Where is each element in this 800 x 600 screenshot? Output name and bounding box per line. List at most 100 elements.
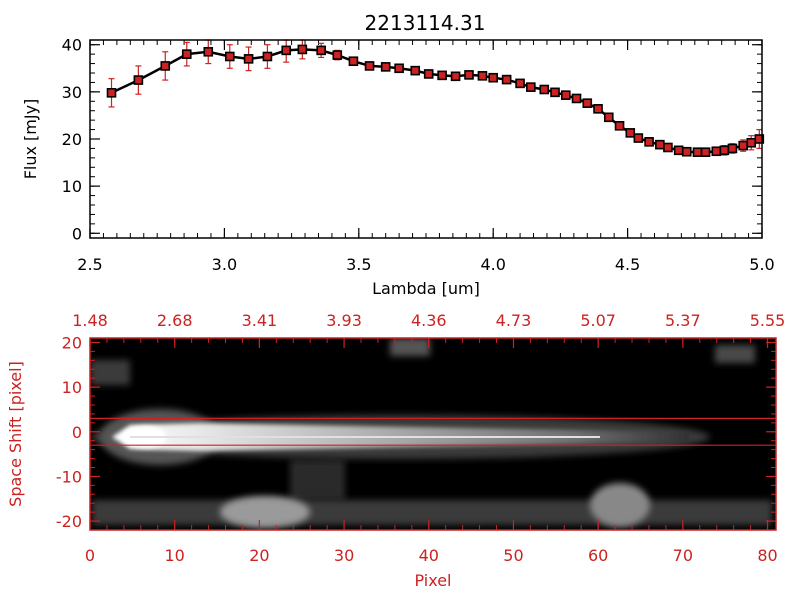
x-tick-label: 4.0 [480, 255, 505, 274]
data-point [332, 50, 343, 60]
spectrum-plot-frame [89, 39, 763, 239]
data-point [477, 71, 488, 81]
image-blob [90, 360, 130, 385]
y-tick-label: 30 [62, 83, 82, 102]
top-wavelength-label: 1.48 [72, 311, 108, 330]
x-tick-label: 60 [588, 546, 608, 565]
data-point [515, 78, 525, 89]
data-point [754, 134, 765, 144]
top-wavelength-label: 5.37 [665, 311, 701, 330]
y-tick-label: 0 [72, 423, 82, 442]
data-point [410, 65, 421, 76]
data-point [727, 143, 738, 154]
x-tick-label: 3.5 [346, 255, 371, 274]
y-tick-label: 20 [62, 130, 82, 149]
image-ticks [89, 338, 776, 531]
data-point [738, 140, 748, 151]
x-tick-label: 80 [757, 546, 777, 565]
data-point [571, 93, 582, 104]
y-tick-label: 40 [62, 36, 82, 55]
data-point [582, 98, 593, 108]
data-point [526, 82, 536, 92]
data-point [133, 75, 144, 85]
data-point [423, 69, 434, 79]
data-point [711, 146, 722, 157]
data-point [593, 104, 603, 114]
data-point [203, 46, 214, 57]
image-plot-frame [89, 337, 777, 531]
x-tick-label: 10 [165, 546, 185, 565]
data-point [673, 145, 684, 156]
spectrum-tick-labels: 2.5 3.0 3.5 4.0 4.5 5.0 0 10 20 30 40 [62, 36, 775, 274]
image-blob [715, 345, 755, 363]
image-blob [92, 500, 772, 525]
extraction-aperture-lines [90, 417, 776, 446]
image-blob [290, 460, 345, 500]
data-point [364, 61, 375, 71]
data-point [625, 128, 636, 138]
data-point [746, 137, 757, 148]
data-point [224, 51, 235, 62]
data-point [539, 84, 550, 95]
data-point [560, 90, 571, 100]
image-x-axis-label: Pixel [414, 571, 451, 590]
data-point [380, 62, 391, 72]
data-point [464, 70, 474, 80]
top-wavelength-label: 4.36 [411, 311, 447, 330]
x-tick-label: 5.0 [749, 255, 774, 274]
spectrum-y-axis-label: Flux [mJy] [21, 99, 40, 180]
spectrum-x-axis-label: Lambda [um] [372, 279, 480, 298]
data-point [437, 70, 447, 81]
data-point [644, 137, 654, 147]
x-tick-label: 70 [673, 546, 693, 565]
image-blob [390, 338, 430, 356]
y-tick-label: 0 [72, 224, 82, 243]
y-tick-label: 10 [62, 378, 82, 397]
y-tick-label: 20 [62, 333, 82, 352]
top-wavelength-label: 2.68 [157, 311, 193, 330]
x-tick-label: 50 [503, 546, 523, 565]
x-tick-label: 30 [334, 546, 354, 565]
data-point [394, 63, 404, 74]
x-tick-label: 0 [85, 546, 95, 565]
data-point [614, 121, 625, 131]
data-point [719, 145, 730, 156]
data-point [243, 54, 254, 64]
top-wavelength-label: 3.93 [326, 311, 362, 330]
x-tick-label: 2.5 [77, 255, 102, 274]
data-point [663, 142, 673, 153]
data-point [700, 147, 711, 157]
data-point [262, 51, 273, 62]
spectrum-line [110, 48, 760, 154]
x-tick-label: 40 [419, 546, 439, 565]
image-tick-labels: 0 1.48 10 2.68 20 3.41 30 3.93 40 4.36 50 4.73 60 5.0… [56, 311, 785, 565]
data-point [316, 45, 326, 56]
data-point [633, 133, 644, 143]
x-tick-label: 3.0 [212, 255, 237, 274]
spectrum-image [90, 338, 772, 528]
data-point [297, 44, 308, 55]
data-point [681, 146, 692, 157]
image-blob [590, 483, 650, 527]
data-point [501, 74, 512, 85]
x-tick-label: 20 [249, 546, 269, 565]
spectrum-error-bars [108, 39, 763, 156]
data-point [348, 56, 359, 67]
data-point [450, 71, 461, 82]
data-point [106, 88, 117, 98]
data-point [160, 61, 171, 71]
data-point [692, 147, 703, 157]
y-tick-label: -10 [56, 467, 82, 486]
top-wavelength-label: 4.73 [496, 311, 532, 330]
spectrum-markers [106, 44, 765, 157]
data-point [181, 49, 192, 59]
data-point [281, 45, 292, 56]
y-tick-label: 10 [62, 177, 82, 196]
y-tick-label: -20 [56, 512, 82, 531]
image-blob [220, 496, 310, 528]
data-point [550, 87, 560, 98]
data-point [603, 112, 614, 123]
top-wavelength-label: 5.07 [580, 311, 616, 330]
image-y-axis-label: Space Shift [pixel] [6, 361, 25, 507]
